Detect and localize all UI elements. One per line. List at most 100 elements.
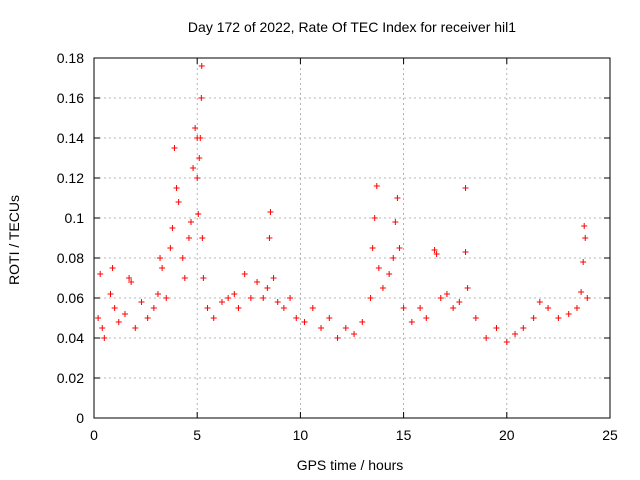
data-point bbox=[367, 295, 374, 301]
data-point bbox=[107, 291, 114, 297]
data-point bbox=[408, 319, 415, 325]
data-point bbox=[578, 289, 585, 295]
data-point bbox=[144, 315, 151, 321]
data-point bbox=[503, 339, 510, 345]
data-point bbox=[280, 305, 287, 311]
data-point bbox=[309, 305, 316, 311]
data-point bbox=[334, 335, 341, 341]
data-point bbox=[530, 315, 537, 321]
data-point bbox=[371, 215, 378, 221]
data-point bbox=[520, 325, 527, 331]
data-point bbox=[111, 305, 118, 311]
data-point bbox=[581, 223, 588, 229]
y-tick-label: 0.16 bbox=[57, 90, 84, 106]
plot-frame bbox=[93, 57, 611, 419]
data-point bbox=[260, 295, 267, 301]
x-tick-label: 15 bbox=[396, 427, 412, 443]
chart-title: Day 172 of 2022, Rate Of TEC Index for r… bbox=[188, 19, 516, 35]
data-point bbox=[464, 285, 471, 291]
data-point bbox=[390, 255, 397, 261]
data-point bbox=[392, 219, 399, 225]
data-point bbox=[379, 285, 386, 291]
data-point bbox=[173, 185, 180, 191]
data-point bbox=[198, 95, 205, 101]
data-points bbox=[95, 63, 591, 345]
y-tick-label: 0.12 bbox=[57, 170, 84, 186]
data-point bbox=[241, 271, 248, 277]
data-point bbox=[301, 319, 308, 325]
data-point bbox=[369, 245, 376, 251]
data-point bbox=[154, 291, 161, 297]
data-point bbox=[584, 295, 591, 301]
data-point bbox=[163, 295, 170, 301]
data-point bbox=[270, 275, 277, 281]
data-point bbox=[512, 331, 519, 337]
data-point bbox=[199, 235, 206, 241]
data-point bbox=[450, 305, 457, 311]
data-point bbox=[375, 265, 382, 271]
data-point bbox=[351, 331, 358, 337]
data-point bbox=[128, 279, 135, 285]
data-point bbox=[97, 271, 104, 277]
data-point bbox=[101, 335, 108, 341]
data-point bbox=[198, 63, 205, 69]
data-point bbox=[582, 235, 589, 241]
data-point bbox=[132, 325, 139, 331]
x-tick-label: 25 bbox=[602, 427, 618, 443]
data-point bbox=[274, 299, 281, 305]
y-tick-label: 0.08 bbox=[57, 250, 84, 266]
data-point bbox=[195, 211, 202, 217]
data-point bbox=[181, 275, 188, 281]
y-tick-label: 0.02 bbox=[57, 370, 84, 386]
y-tick-label: 0.18 bbox=[57, 50, 84, 66]
data-point bbox=[400, 305, 407, 311]
grid-lines bbox=[94, 58, 610, 418]
data-point bbox=[396, 245, 403, 251]
data-point bbox=[192, 125, 199, 131]
y-tick-label: 0.14 bbox=[57, 130, 84, 146]
data-point bbox=[254, 279, 261, 285]
data-point bbox=[493, 325, 500, 331]
data-point bbox=[264, 285, 271, 291]
data-point bbox=[443, 291, 450, 297]
data-point bbox=[167, 245, 174, 251]
x-tick-label: 0 bbox=[90, 427, 98, 443]
data-point bbox=[555, 315, 562, 321]
data-point bbox=[190, 165, 197, 171]
data-point bbox=[433, 251, 440, 257]
data-point bbox=[573, 305, 580, 311]
data-point bbox=[359, 319, 366, 325]
data-point bbox=[200, 275, 207, 281]
y-tick-label: 0 bbox=[76, 410, 84, 426]
data-point bbox=[462, 249, 469, 255]
data-point bbox=[235, 305, 242, 311]
data-point bbox=[185, 235, 192, 241]
data-point bbox=[179, 255, 186, 261]
data-point bbox=[266, 235, 273, 241]
data-point bbox=[175, 199, 182, 205]
data-point bbox=[231, 291, 238, 297]
data-point bbox=[318, 325, 325, 331]
data-point bbox=[293, 315, 300, 321]
y-tick-label: 0.06 bbox=[57, 290, 84, 306]
data-point bbox=[423, 315, 430, 321]
x-tick-label: 20 bbox=[499, 427, 515, 443]
data-point bbox=[218, 299, 225, 305]
data-point bbox=[580, 259, 587, 265]
data-point bbox=[462, 185, 469, 191]
data-point bbox=[417, 305, 424, 311]
data-point bbox=[157, 255, 164, 261]
y-tick-label: 0.04 bbox=[57, 330, 84, 346]
data-point bbox=[109, 265, 116, 271]
data-point bbox=[342, 325, 349, 331]
data-point bbox=[204, 305, 211, 311]
data-point bbox=[247, 295, 254, 301]
data-point bbox=[150, 305, 157, 311]
data-point bbox=[159, 265, 166, 271]
data-point bbox=[394, 195, 401, 201]
y-tick-label: 0.1 bbox=[65, 210, 85, 226]
x-axis-ticks: 0 5 10 15 20 25 bbox=[90, 58, 618, 443]
data-point bbox=[386, 271, 393, 277]
data-point bbox=[169, 225, 176, 231]
data-point bbox=[373, 183, 380, 189]
